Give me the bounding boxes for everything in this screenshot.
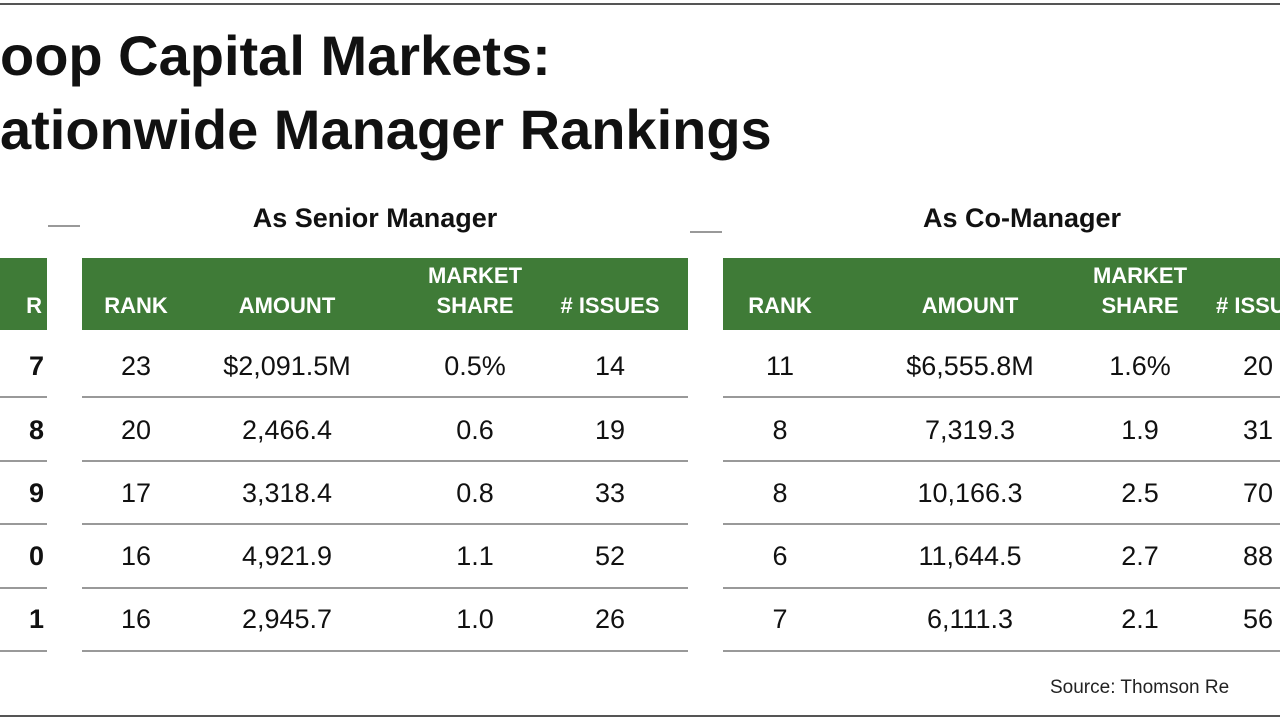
table-cell: 23 [121,351,151,381]
table-cell: 7 [772,604,787,634]
table-cell: 56 [1243,604,1273,634]
table-cell: 1.1 [456,541,494,571]
header-bar [723,258,1280,330]
table-cell: 6,111.3 [927,604,1013,634]
table-cell: 11 [766,351,794,381]
table-cell: 0.5% [444,351,506,381]
table-cell: 1.0 [456,604,494,634]
column-header: SHARE [436,293,513,318]
table-cell: 17 [121,478,151,508]
table-cell: 8 [772,415,787,445]
table-cell: 6 [772,541,787,571]
table-cell: 2,466.4 [242,415,332,445]
year-cell: 8 [29,415,44,445]
column-header: R [26,293,42,318]
table-cell: 52 [595,541,625,571]
table-cell: 88 [1243,541,1273,571]
column-header: AMOUNT [239,293,336,318]
column-header: RANK [104,293,168,318]
column-header: MARKET [1093,263,1188,288]
table-cell: 3,318.4 [242,478,332,508]
table-cell: 10,166.3 [917,478,1022,508]
section-heading: As Co-Manager [923,203,1122,233]
table-cell: 19 [595,415,625,445]
table-cell: 2.7 [1121,541,1159,571]
title-line: ationwide Manager Rankings [0,98,772,161]
table-cell: 16 [121,541,151,571]
table-cell: $6,555.8M [906,351,1034,381]
table-cell: 0.8 [456,478,494,508]
table-cell: 7,319.3 [925,415,1015,445]
column-header: AMOUNT [922,293,1019,318]
table-cell: 1.9 [1121,415,1159,445]
table-cell: 26 [595,604,625,634]
table-cell: 2.1 [1121,604,1159,634]
year-cell: 0 [29,541,44,571]
title-line: oop Capital Markets: [0,24,551,87]
table-cell: 70 [1243,478,1273,508]
table-cell: 1.6% [1109,351,1171,381]
column-header: MARKET [428,263,523,288]
table-cell: 31 [1243,415,1273,445]
table-cell: 2.5 [1121,478,1159,508]
header-bar [0,258,47,330]
year-cell: 1 [29,604,44,634]
table-cell: 16 [121,604,151,634]
column-header: SHARE [1101,293,1178,318]
column-header: RANK [748,293,812,318]
table-cell: 8 [772,478,787,508]
table-cell: 0.6 [456,415,494,445]
header-bar [82,258,688,330]
year-cell: 7 [29,351,44,381]
table-cell: $2,091.5M [223,351,351,381]
source: Source: Thomson Re [1050,677,1229,698]
table-cell: 33 [595,478,625,508]
table-cell: 14 [595,351,625,381]
year-cell: 9 [29,478,44,508]
table-cell: 11,644.5 [918,541,1021,571]
table-cell: 4,921.9 [242,541,332,571]
table-cell: 20 [1243,351,1273,381]
column-header: # ISSUES [560,293,659,318]
section-heading: As Senior Manager [253,203,498,233]
column-header: # ISSU [1216,293,1280,318]
table-cell: 20 [121,415,151,445]
table-cell: 2,945.7 [242,604,332,634]
